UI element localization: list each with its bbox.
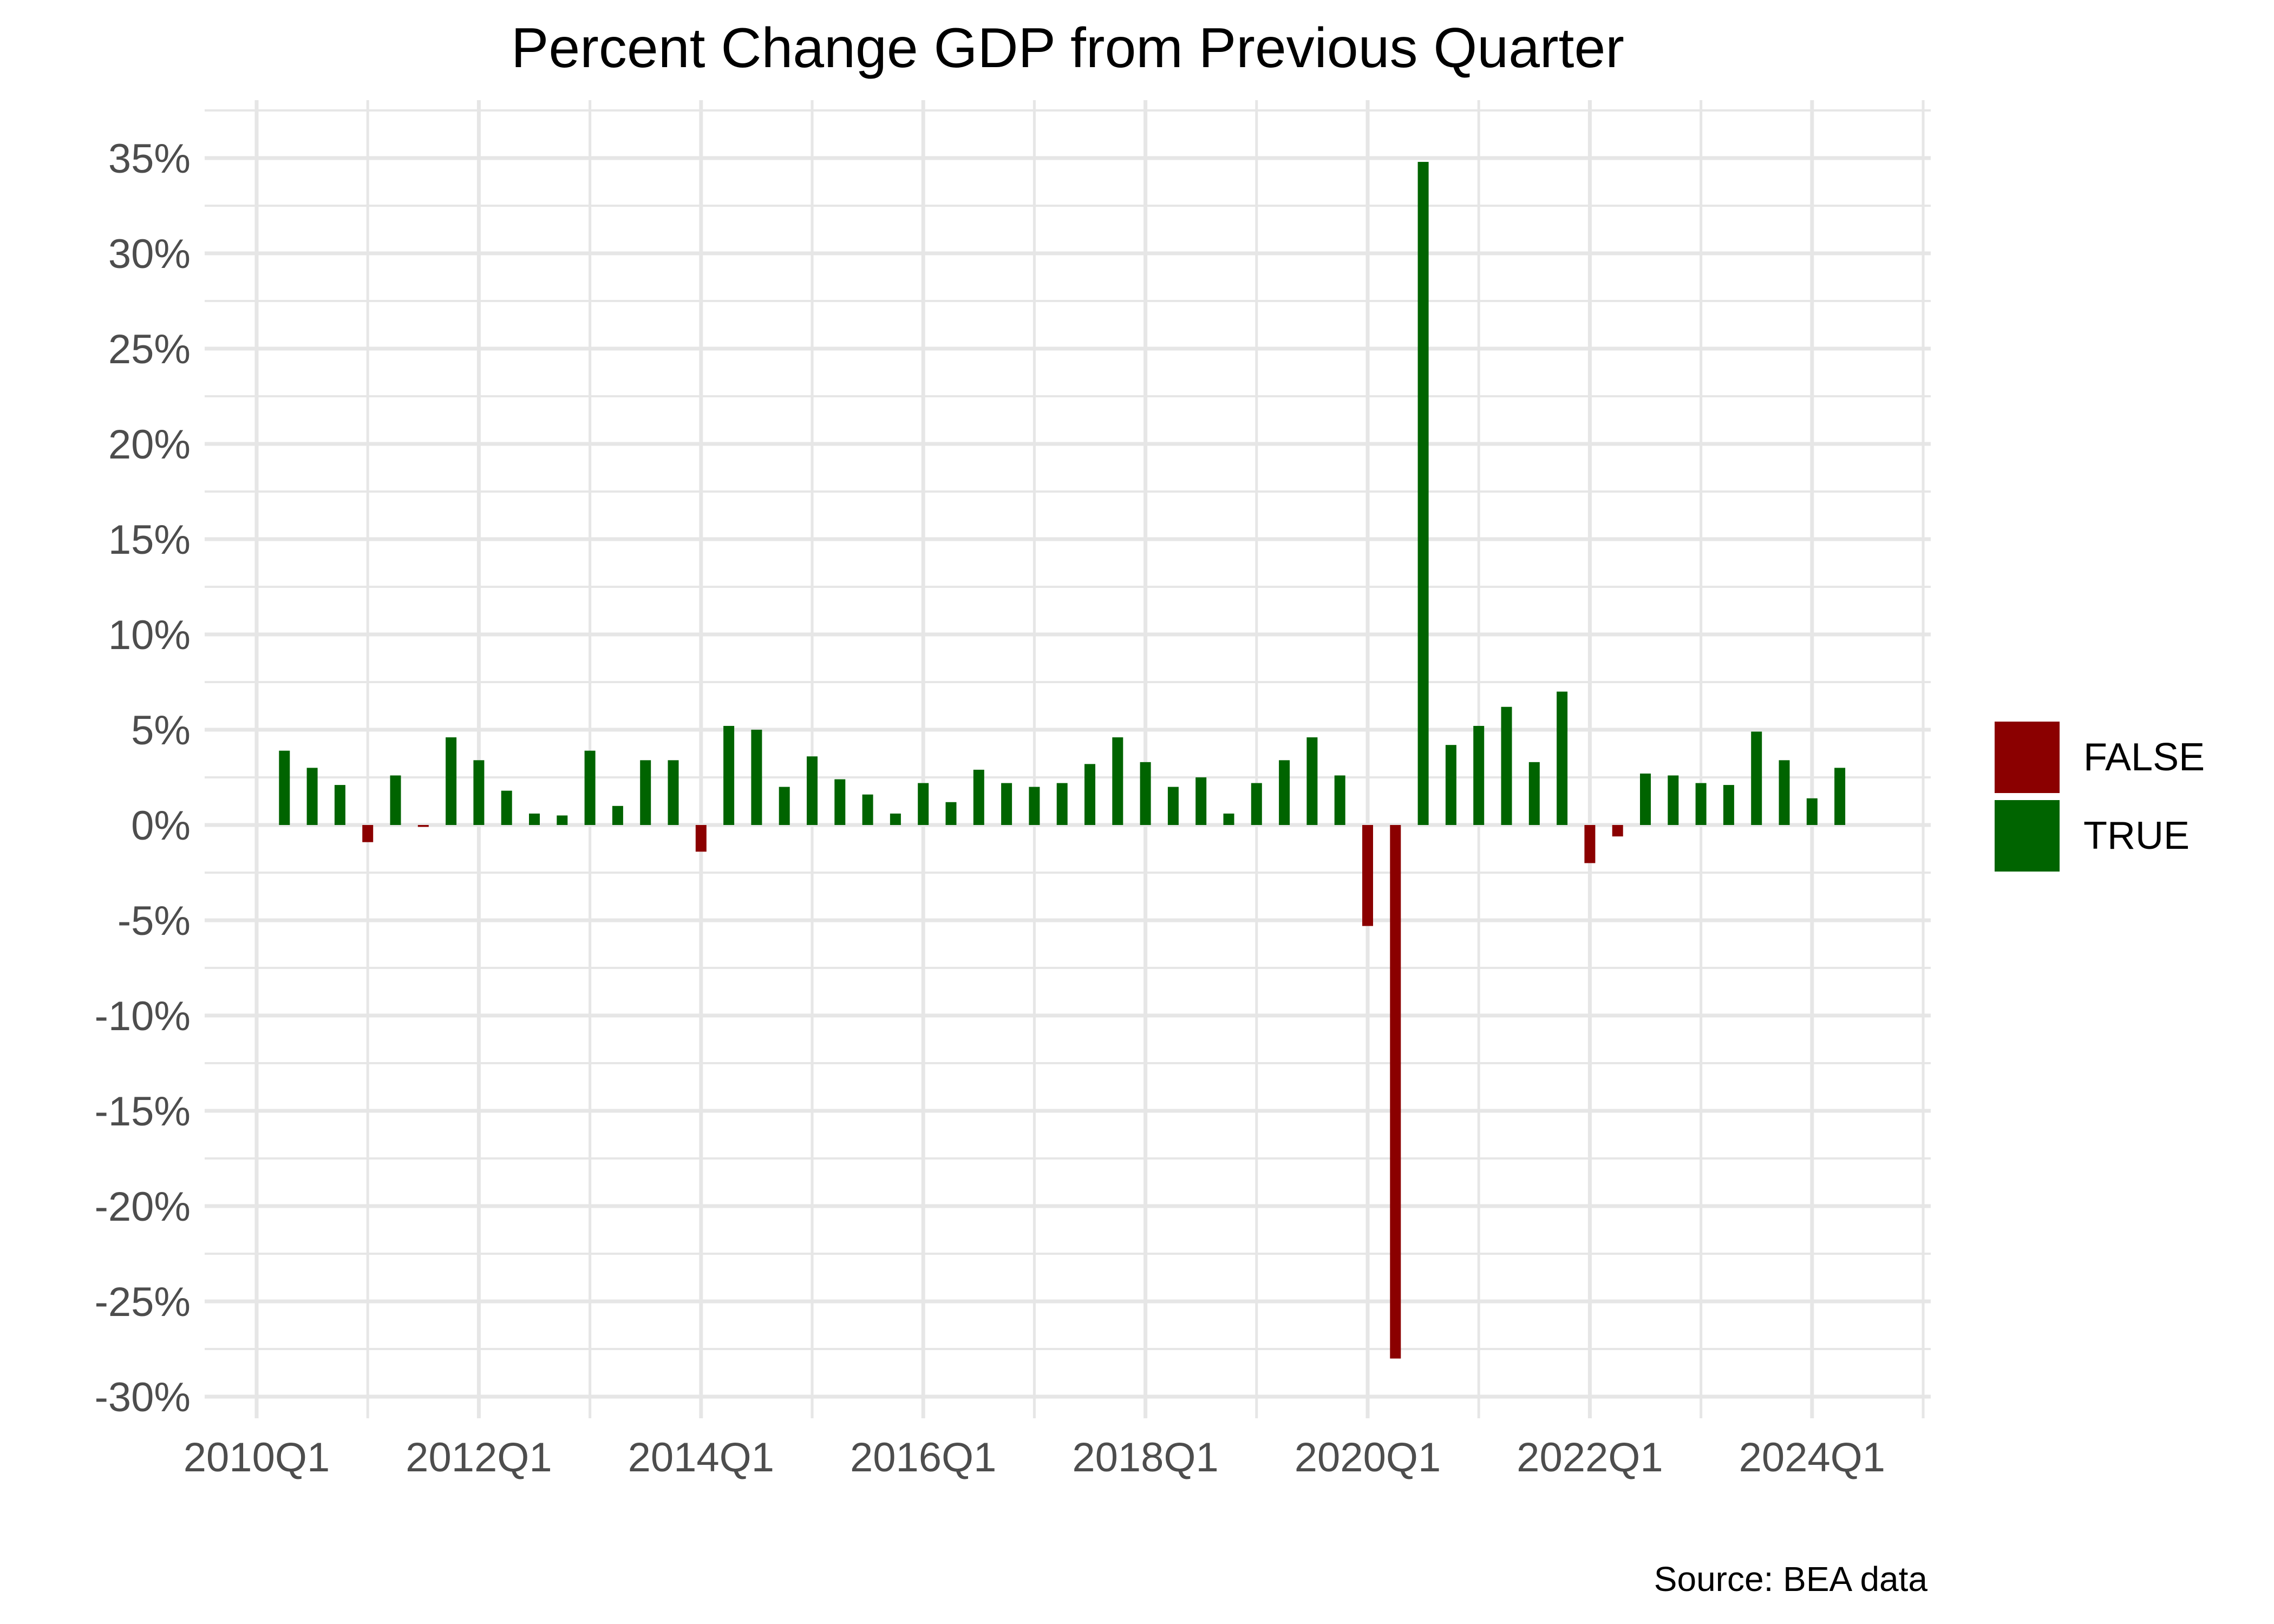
bar-2016Q3: [973, 769, 984, 825]
bar-2015Q1: [807, 756, 818, 825]
bar-2014Q2: [723, 725, 735, 825]
bar-2018Q2: [1167, 787, 1179, 825]
bar-2016Q4: [1001, 783, 1012, 825]
bar-2011Q2: [390, 775, 401, 825]
bar-2014Q3: [751, 730, 762, 825]
bar-2017Q4: [1112, 737, 1123, 825]
bar-2022Q3: [1640, 773, 1651, 825]
bar-2021Q2: [1501, 706, 1512, 825]
bar-2010Q2: [279, 750, 290, 825]
bar-2016Q1: [918, 783, 929, 825]
bar-2010Q4: [334, 785, 345, 825]
bar-2022Q4: [1668, 775, 1679, 825]
x-axis-tick-label: 2014Q1: [628, 1435, 774, 1481]
bar-2011Q4: [446, 737, 457, 825]
y-axis-tick-label: 35%: [108, 136, 191, 182]
bar-2022Q1: [1584, 825, 1596, 863]
bar-2018Q3: [1195, 777, 1207, 825]
bar-2020Q1: [1362, 825, 1373, 926]
bar-2013Q2: [612, 806, 623, 825]
bar-2020Q2: [1390, 825, 1401, 1359]
bar-2013Q1: [584, 750, 596, 825]
bar-2022Q2: [1612, 825, 1623, 837]
x-axis-tick-label: 2022Q1: [1517, 1435, 1663, 1481]
legend-swatch-true-icon: [1995, 800, 2060, 872]
x-axis-tick-label: 2016Q1: [850, 1435, 996, 1481]
bar-2018Q4: [1223, 813, 1234, 825]
bar-2017Q2: [1056, 783, 1068, 825]
bar-2015Q3: [862, 794, 873, 825]
bar-2023Q3: [1751, 731, 1762, 825]
bar-2021Q1: [1473, 725, 1485, 825]
y-axis-tick-label: -20%: [95, 1184, 191, 1230]
y-axis-tick-label: 5%: [131, 708, 191, 754]
chart-title: Percent Change GDP from Previous Quarter: [511, 17, 1624, 80]
bar-2019Q2: [1279, 760, 1290, 825]
bar-2013Q4: [668, 760, 679, 825]
legend-item-true: TRUE: [1995, 800, 2205, 872]
bar-2011Q3: [417, 825, 429, 827]
bar-2019Q3: [1306, 737, 1318, 825]
source-caption: Source: BEA data: [1654, 1560, 1927, 1599]
bar-2021Q3: [1528, 762, 1540, 825]
x-axis-tick-label: 2018Q1: [1072, 1435, 1218, 1481]
bar-2023Q2: [1723, 785, 1734, 825]
legend-label-false: FALSE: [2083, 736, 2205, 779]
bar-2017Q3: [1084, 764, 1095, 825]
y-axis-tick-label: 20%: [108, 422, 191, 468]
y-axis-tick-label: 30%: [108, 231, 191, 277]
bar-2023Q1: [1695, 783, 1707, 825]
bar-2017Q1: [1029, 787, 1040, 825]
bar-2019Q4: [1334, 775, 1345, 825]
x-axis-tick-label: 2010Q1: [184, 1435, 330, 1481]
bar-2012Q3: [529, 813, 540, 825]
bar-2015Q2: [834, 779, 846, 825]
bar-2023Q4: [1779, 760, 1790, 825]
bar-2013Q3: [640, 760, 651, 825]
bar-2012Q4: [557, 815, 568, 825]
legend-swatch-false-icon: [1995, 722, 2060, 793]
bar-2021Q4: [1557, 691, 1568, 825]
y-axis-tick-label: 0%: [131, 803, 191, 849]
bar-2011Q1: [362, 825, 374, 842]
y-axis-tick-label: -5%: [117, 898, 191, 944]
legend: FALSE TRUE: [1995, 722, 2205, 879]
x-axis-tick-label: 2020Q1: [1295, 1435, 1441, 1481]
bar-2016Q2: [945, 802, 957, 825]
y-axis-tick-label: -10%: [95, 993, 191, 1039]
bar-2014Q4: [779, 787, 790, 825]
bar-2012Q1: [473, 760, 485, 825]
legend-item-false: FALSE: [1995, 722, 2205, 793]
bar-2018Q1: [1140, 762, 1151, 825]
y-axis-tick-label: 15%: [108, 517, 191, 563]
y-axis-tick-label: 25%: [108, 326, 191, 372]
bar-2014Q1: [695, 825, 707, 852]
bar-2012Q2: [501, 790, 512, 825]
bar-2020Q4: [1445, 745, 1456, 825]
y-axis-tick-label: 10%: [108, 612, 191, 658]
x-axis-tick-label: 2024Q1: [1739, 1435, 1885, 1481]
y-axis-tick-label: -30%: [95, 1374, 191, 1420]
bar-2024Q1: [1806, 798, 1818, 825]
bar-2024Q2: [1834, 768, 1846, 825]
x-axis-tick-label: 2012Q1: [406, 1435, 552, 1481]
y-axis-tick-label: -25%: [95, 1279, 191, 1325]
y-axis-tick-label: -15%: [95, 1089, 191, 1135]
bar-2019Q1: [1251, 783, 1262, 825]
bar-2020Q3: [1417, 162, 1429, 825]
bar-2010Q3: [306, 768, 318, 825]
legend-label-true: TRUE: [2083, 814, 2190, 857]
bar-2015Q4: [890, 813, 901, 825]
